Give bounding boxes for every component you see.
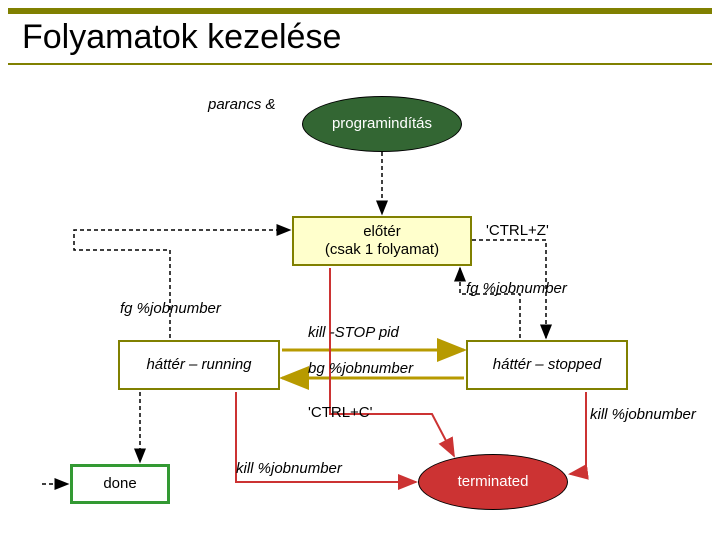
label-parancs: parancs & xyxy=(208,96,276,113)
label-fg-jobnumber-left: fg %jobnumber xyxy=(120,300,221,317)
node-bg-running: háttér – running xyxy=(118,340,280,390)
node-done-label: done xyxy=(103,475,136,493)
node-start-label: programindítás xyxy=(332,115,432,133)
node-bg-stopped-label: háttér – stopped xyxy=(493,356,601,374)
label-kill-jobnumber-mid: kill %jobnumber xyxy=(236,460,342,477)
label-kill-jobnumber-right: kill %jobnumber xyxy=(590,406,696,423)
edges-layer xyxy=(0,0,720,540)
label-fg-jobnumber-right: fg %jobnumber xyxy=(466,280,567,297)
node-start: programindítás xyxy=(302,96,462,152)
node-foreground-label: előtér (csak 1 folyamat) xyxy=(325,223,439,259)
label-bg-jobnumber: bg %jobnumber xyxy=(308,360,413,377)
node-terminated-label: terminated xyxy=(458,473,529,491)
node-done: done xyxy=(70,464,170,504)
label-kill-stop: kill -STOP pid xyxy=(308,324,399,341)
node-terminated: terminated xyxy=(418,454,568,510)
label-ctrlz: 'CTRL+Z' xyxy=(486,222,549,239)
node-foreground: előtér (csak 1 folyamat) xyxy=(292,216,472,266)
diagram-canvas: programindítás előtér (csak 1 folyamat) … xyxy=(0,0,720,540)
label-ctrlc: 'CTRL+C' xyxy=(308,404,373,421)
node-bg-running-label: háttér – running xyxy=(146,356,251,374)
node-bg-stopped: háttér – stopped xyxy=(466,340,628,390)
